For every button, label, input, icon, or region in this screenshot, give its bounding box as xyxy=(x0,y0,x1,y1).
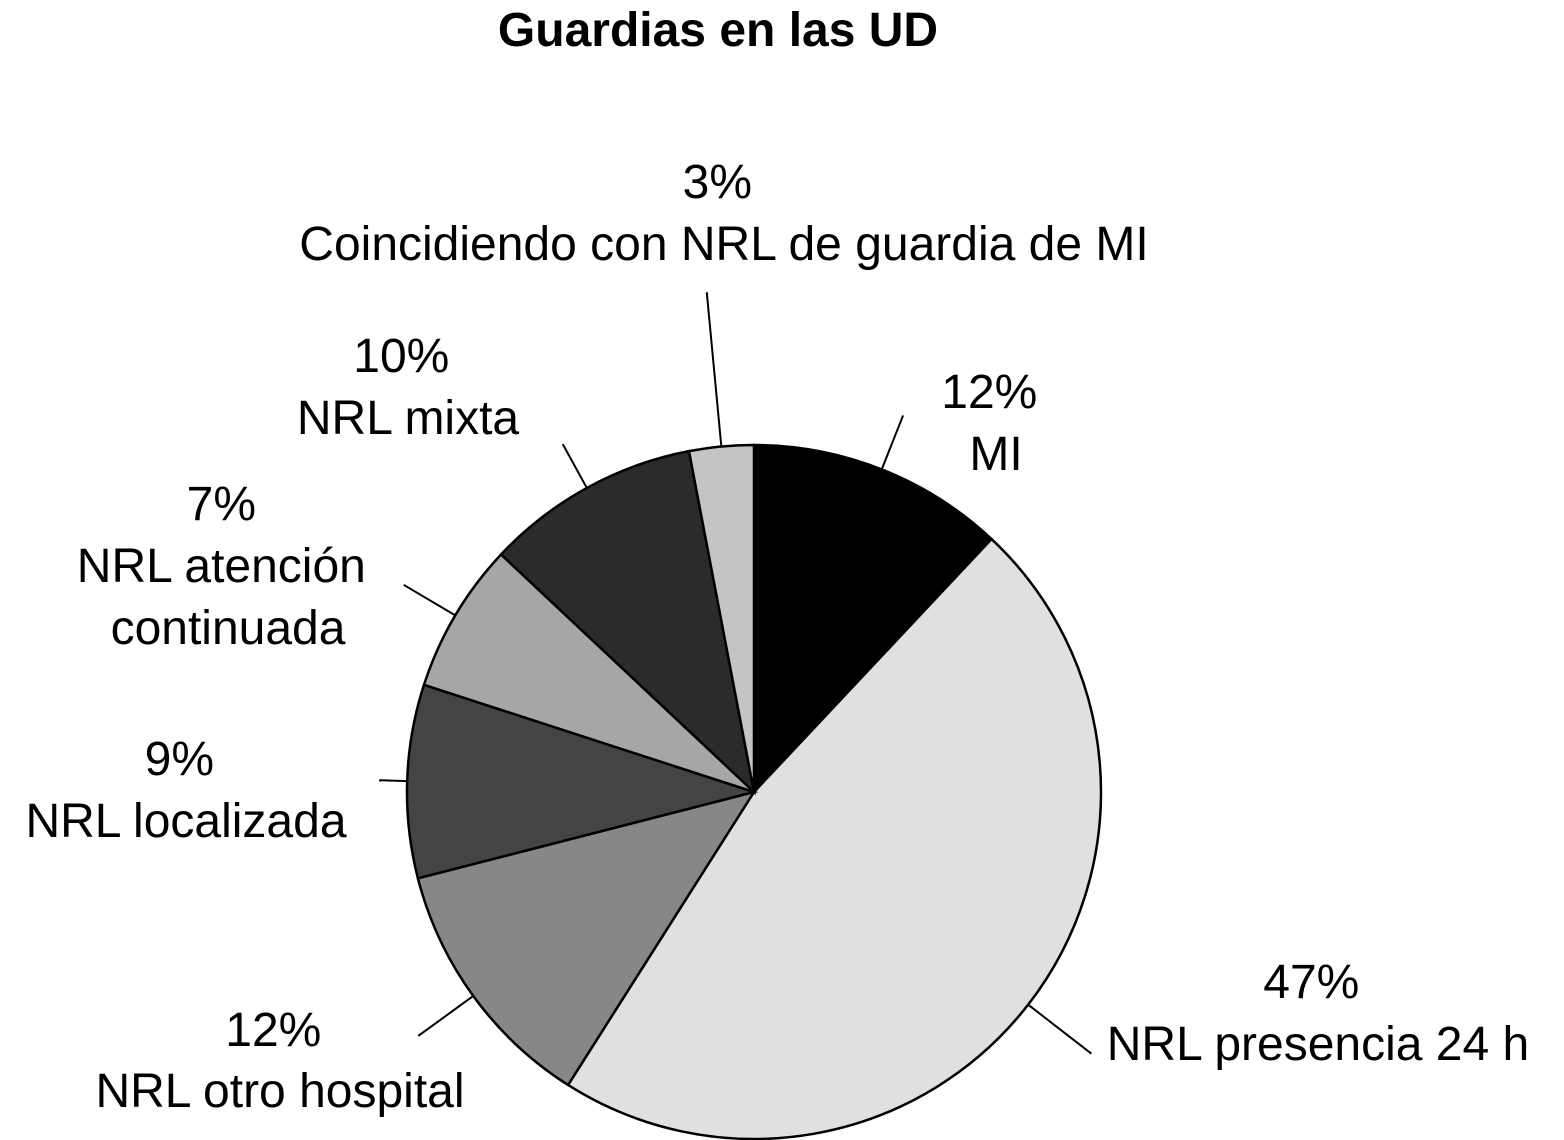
pie-slice-atencion xyxy=(422,552,755,794)
slice-category-atencion-line1: NRL atención xyxy=(77,540,366,593)
slice-value-otro-hospital: 12% xyxy=(225,1004,321,1057)
slice-label-presencia: 47% NRL presencia 24 h xyxy=(1107,956,1529,1071)
slice-category-mi: MI xyxy=(969,428,1022,481)
leader-line-atencion xyxy=(403,583,456,617)
slice-category-coincidiendo: Coincidiendo con NRL de guardia de MI xyxy=(299,218,1148,271)
pie-slice-presencia xyxy=(566,537,1103,1140)
slice-value-mi: 12% xyxy=(941,366,1037,419)
slice-label-otro-hospital: 12% NRL otro hospital xyxy=(95,1004,464,1118)
pie-slice-coincidiendo xyxy=(687,443,756,793)
leader-lines xyxy=(379,292,1093,1055)
slice-value-mixta: 10% xyxy=(353,330,449,383)
slice-label-mixta: 10% NRL mixta xyxy=(297,330,520,445)
slice-category-localizada: NRL localizada xyxy=(25,795,346,848)
chart-title: Guardias en las UD xyxy=(498,4,938,57)
slice-category-atencion-line2: continuada xyxy=(111,602,346,655)
slice-label-atencion: 7% NRL atención continuada xyxy=(77,478,379,655)
pie-slices xyxy=(405,443,1103,1140)
slice-value-atencion: 7% xyxy=(187,478,256,531)
pie-slice-mi xyxy=(752,443,994,796)
slice-value-localizada: 9% xyxy=(145,733,214,786)
leader-line-mi xyxy=(880,415,905,470)
leader-line-coincidiendo xyxy=(705,292,723,447)
leader-line-localizada xyxy=(379,779,408,783)
slice-label-coincidiendo: 3% Coincidiendo con NRL de guardia de MI xyxy=(299,156,1148,271)
slice-value-coincidiendo: 3% xyxy=(683,156,752,209)
pie-slice-mixta xyxy=(499,449,756,796)
leader-line-otro-hospital xyxy=(417,995,474,1037)
leader-line-mixta xyxy=(561,443,588,489)
pie-slice-localizada xyxy=(405,683,759,880)
slice-category-mixta: NRL mixta xyxy=(297,392,520,445)
slice-label-mi: 12% MI xyxy=(941,366,1050,481)
pie-slice-otro-hospital xyxy=(416,790,757,1087)
leader-line-presencia xyxy=(1027,1003,1093,1055)
slice-value-presencia: 47% xyxy=(1263,956,1359,1009)
slice-category-otro-hospital: NRL otro hospital xyxy=(95,1065,464,1118)
slice-label-localizada: 9% NRL localizada xyxy=(25,733,346,848)
slice-category-presencia: NRL presencia 24 h xyxy=(1107,1018,1529,1071)
